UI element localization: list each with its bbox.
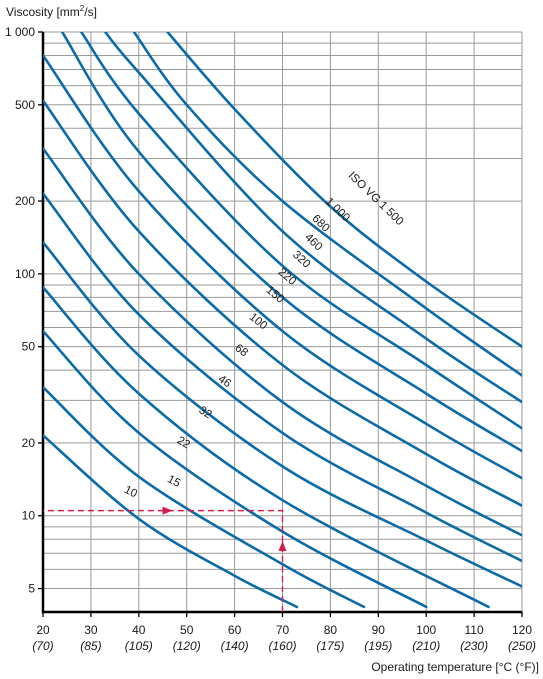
x-tick-label-celsius: 90 bbox=[372, 623, 386, 637]
y-tick-label: 200 bbox=[15, 194, 35, 208]
series-line-iso-vg-68 bbox=[43, 192, 522, 563]
curve-label: 46 bbox=[216, 373, 233, 390]
curve-label: 32 bbox=[196, 404, 213, 421]
x-axis-label: Operating temperature [°C (°F)] bbox=[371, 660, 539, 674]
example-arrow-up bbox=[278, 540, 287, 551]
example-dashed-line bbox=[43, 509, 284, 612]
x-tick-label-celsius: 80 bbox=[324, 623, 338, 637]
series-line-iso-vg-15 bbox=[43, 385, 366, 609]
curve-label: 1 000 bbox=[323, 196, 352, 225]
x-tick-label-celsius: 20 bbox=[36, 623, 50, 637]
series-line-iso-vg-150 bbox=[43, 99, 522, 507]
x-tick-label-celsius: 40 bbox=[132, 623, 146, 637]
series-line-iso-vg-22 bbox=[43, 329, 428, 609]
x-tick-label-fahrenheit: (120) bbox=[173, 639, 201, 653]
series-line-iso-vg-1000 bbox=[132, 32, 522, 377]
series-line-iso-vg-220 bbox=[43, 54, 522, 480]
x-tick-label-fahrenheit: (210) bbox=[412, 639, 440, 653]
curve-label: 100 bbox=[247, 311, 270, 332]
y-tick-label: 10 bbox=[22, 509, 36, 523]
curve-label: 320 bbox=[290, 249, 312, 271]
x-tick-label-celsius: 50 bbox=[180, 623, 194, 637]
example-arrow-right bbox=[162, 506, 173, 515]
y-tick-label: 5 bbox=[28, 582, 35, 596]
x-tick-label-fahrenheit: (140) bbox=[221, 639, 249, 653]
x-tick-label-fahrenheit: (160) bbox=[268, 639, 296, 653]
y-axis-label: Viscosity [mm2/s] bbox=[6, 4, 97, 19]
x-tick-label-celsius: 110 bbox=[465, 623, 484, 637]
x-tick-label-celsius: 70 bbox=[276, 623, 290, 637]
series-line-iso-vg-46 bbox=[43, 241, 522, 588]
series-line-iso-vg-10 bbox=[43, 434, 299, 609]
series-line-iso-vg-100 bbox=[43, 147, 522, 537]
curve-label: 22 bbox=[175, 435, 192, 452]
x-tick-label-celsius: 120 bbox=[512, 623, 532, 637]
x-tick-label-fahrenheit: (230) bbox=[460, 639, 488, 653]
series-line-iso-vg-1500 bbox=[166, 32, 522, 348]
x-tick-label-fahrenheit: (250) bbox=[508, 639, 536, 653]
y-tick-label: 500 bbox=[15, 98, 35, 112]
x-tick-label-celsius: 30 bbox=[84, 623, 98, 637]
series-line-iso-vg-680 bbox=[104, 32, 522, 404]
x-tick-label-fahrenheit: (70) bbox=[32, 639, 53, 653]
series-line-iso-vg-460 bbox=[80, 32, 522, 430]
curve-label: 10 bbox=[122, 484, 139, 500]
x-tick-label-celsius: 60 bbox=[228, 623, 242, 637]
series-line-iso-vg-320 bbox=[60, 32, 522, 453]
y-tick-label: 1 000 bbox=[5, 25, 35, 39]
x-tick-label-celsius: 100 bbox=[416, 623, 436, 637]
series-group bbox=[43, 32, 522, 609]
y-tick-label: 100 bbox=[15, 267, 35, 281]
series-line-iso-vg-32 bbox=[43, 286, 490, 609]
x-tick-label-fahrenheit: (105) bbox=[125, 639, 153, 653]
curve-label: 15 bbox=[165, 473, 182, 490]
curve-label: ISO VG 1 500 bbox=[346, 170, 406, 228]
y-tick-label: 50 bbox=[22, 340, 36, 354]
x-tick-label-fahrenheit: (85) bbox=[80, 639, 101, 653]
curve-label: 680 bbox=[309, 213, 331, 235]
y-tick-label: 20 bbox=[22, 436, 36, 450]
x-tick-label-fahrenheit: (195) bbox=[364, 639, 392, 653]
x-tick-label-fahrenheit: (175) bbox=[316, 639, 344, 653]
